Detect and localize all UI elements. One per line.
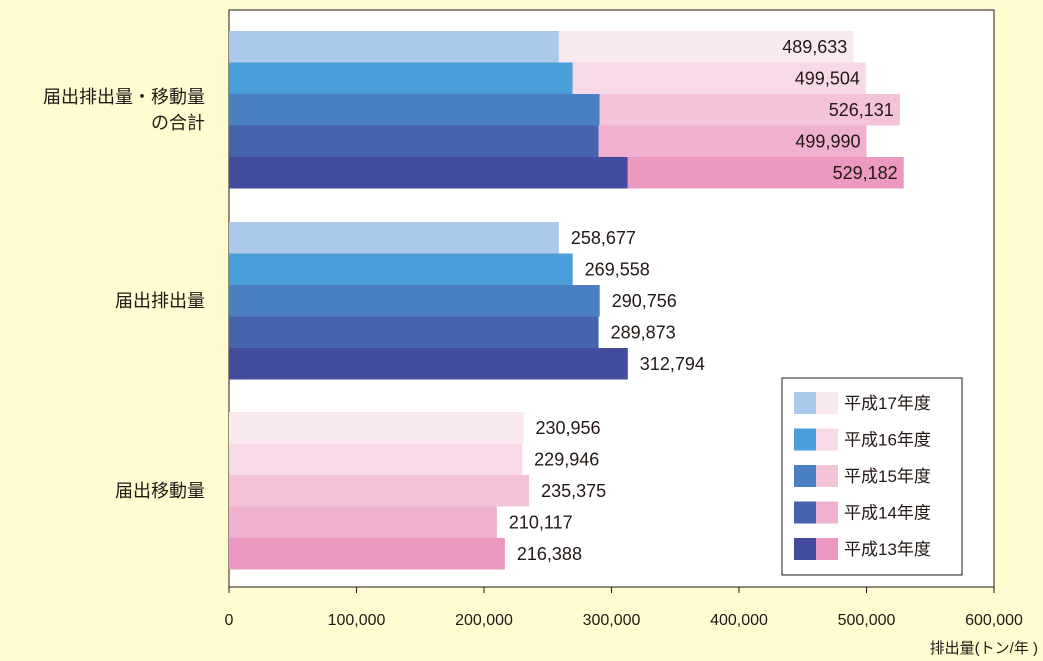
bar-transfer <box>572 62 866 94</box>
legend-swatch-transfer <box>816 538 838 560</box>
legend-swatch-transfer <box>816 428 838 451</box>
legend-swatch-emission <box>794 538 816 560</box>
data-label: 312,794 <box>640 354 705 374</box>
legend-swatch-emission <box>794 465 816 487</box>
x-tick-label: 600,000 <box>965 612 1023 629</box>
bar-transfer <box>558 31 854 63</box>
legend-swatch-emission <box>794 501 816 524</box>
data-label: 210,117 <box>509 512 573 532</box>
labels-layer: 489,633 499,504 526,131 499,990 529,182 届出排出量… <box>43 37 898 564</box>
legend-label: 平成13年度 <box>844 540 931 559</box>
bar-transfer <box>627 157 904 189</box>
bar-emission <box>229 285 600 317</box>
x-tick-label: 500,000 <box>838 612 896 629</box>
bar-transfer <box>229 506 497 538</box>
bar-transfer <box>229 538 505 570</box>
bar-emission <box>229 316 599 348</box>
bar-emission <box>229 62 573 94</box>
x-tick-label: 300,000 <box>583 612 641 629</box>
legend-swatch-emission <box>794 428 816 451</box>
bar-emission <box>229 125 599 157</box>
data-label: 526,131 <box>829 100 894 120</box>
data-label: 499,504 <box>795 68 860 88</box>
x-axis-title: 排出量(トン/年 ) <box>930 640 1038 657</box>
legend-label: 平成15年度 <box>844 467 931 486</box>
category-label: 届出排出量 <box>115 291 205 311</box>
bar-transfer <box>229 475 530 507</box>
bar-transfer <box>229 412 524 444</box>
x-tick-label: 400,000 <box>710 612 768 629</box>
bar-emission <box>229 348 628 380</box>
category-label: 届出排出量・移動量 <box>43 87 205 107</box>
data-label: 529,182 <box>833 163 898 183</box>
data-label: 230,956 <box>535 418 600 438</box>
category-label: 届出移動量 <box>115 481 205 501</box>
bar-emission <box>229 157 628 189</box>
bar-emission <box>229 31 559 63</box>
bar-emission <box>229 94 600 126</box>
data-label: 235,375 <box>541 481 606 501</box>
legend-label: 平成16年度 <box>844 431 931 450</box>
data-label: 289,873 <box>611 322 676 342</box>
bar-transfer <box>598 125 867 157</box>
data-label: 499,990 <box>795 131 860 151</box>
data-label: 290,756 <box>612 291 677 311</box>
legend-swatch-transfer <box>816 501 838 524</box>
bar-transfer <box>599 94 900 126</box>
data-label: 229,946 <box>534 449 599 469</box>
legend-swatch-transfer <box>816 392 838 414</box>
legend-label: 平成14年度 <box>844 504 931 523</box>
x-tick-label: 100,000 <box>328 612 386 629</box>
x-tick-label: 0 <box>225 612 234 629</box>
data-label: 489,633 <box>782 37 847 57</box>
bar-transfer <box>229 443 523 475</box>
x-axis: 0 100,000 200,000 300,000 400,000 500,000 600,… <box>225 587 1023 629</box>
category-label: の合計 <box>151 113 205 133</box>
legend-swatch-transfer <box>816 465 838 487</box>
legend-label: 平成17年度 <box>844 394 931 413</box>
x-tick-label: 200,000 <box>455 612 513 629</box>
legend-swatch-emission <box>794 392 816 414</box>
data-label: 216,388 <box>517 544 582 564</box>
data-label: 269,558 <box>585 259 650 279</box>
bar-emission <box>229 222 559 254</box>
data-label: 258,677 <box>571 228 636 248</box>
bars-layer <box>229 31 904 570</box>
bar-emission <box>229 253 573 285</box>
